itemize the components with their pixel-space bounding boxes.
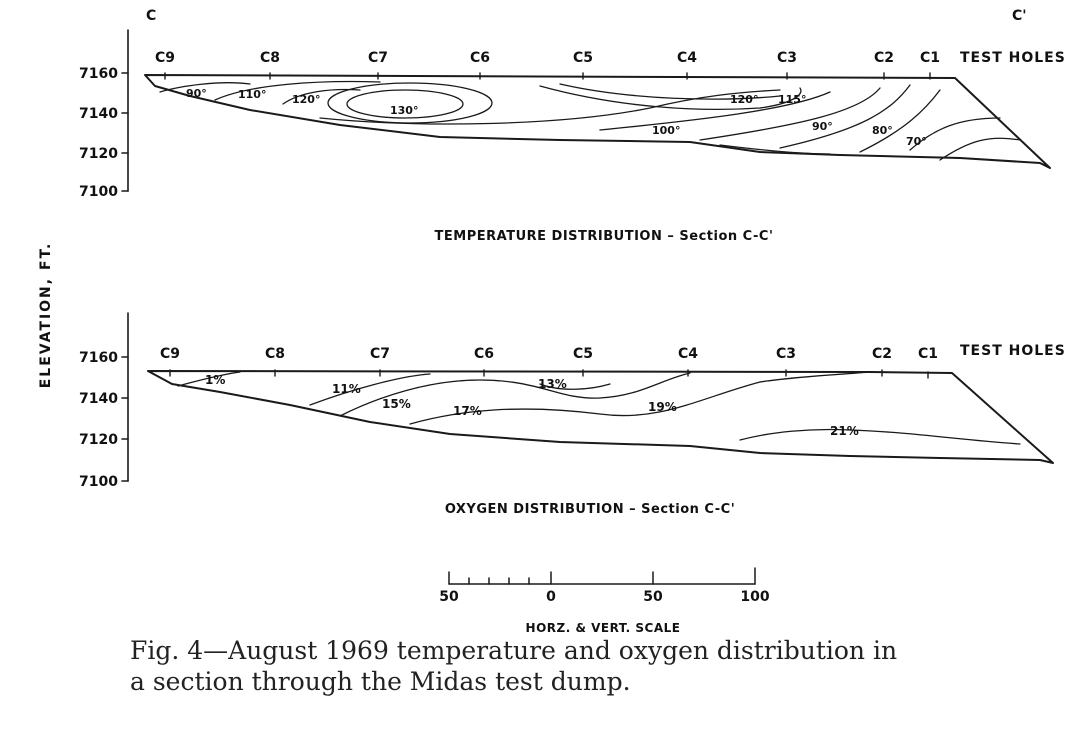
oxygen-panel: 7160 7140 7120 7100 C9 C8 C7 C6 C5 C4 C3… (79, 312, 1066, 517)
oxygen-section-title: OXYGEN DISTRIBUTION – Section C-C' (445, 502, 735, 517)
oxygen-test-holes-label: TEST HOLES (960, 343, 1066, 359)
temperature-contour-label: 90° (812, 120, 833, 133)
caption-line-2: a section through the Midas test dump. (130, 667, 631, 696)
section-end-right: C' (1012, 8, 1027, 24)
oxygen-contour-label: 19% (648, 400, 677, 414)
scale-tick-label: 100 (740, 589, 769, 605)
temperature-hole-c4: C4 (677, 50, 697, 66)
oxygen-hole-c2: C2 (872, 346, 892, 362)
oxygen-hole-c3: C3 (776, 346, 796, 362)
temperature-hole-c9: C9 (155, 50, 175, 66)
scale-label: HORZ. & VERT. SCALE (526, 621, 681, 635)
scale-bar: 50 0 50 100 HORZ. & VERT. SCALE (439, 567, 770, 635)
y-axis-label: ELEVATION, FT. (38, 242, 54, 389)
oxygen-hole-c1: C1 (918, 346, 938, 362)
temperature-contour-label: 70° (906, 135, 927, 148)
oxygen-y-tick-7160: 7160 (79, 350, 118, 366)
oxygen-hole-c6: C6 (474, 346, 494, 362)
temperature-hole-c7: C7 (368, 50, 388, 66)
scale-tick-label: 50 (643, 589, 663, 605)
temperature-hole-c5: C5 (573, 50, 593, 66)
oxygen-contour-label: 15% (382, 397, 411, 411)
temperature-contour-label: 130° (390, 104, 418, 117)
temperature-hole-c1: C1 (920, 50, 940, 66)
oxygen-hole-c7: C7 (370, 346, 390, 362)
temperature-y-tick-7100: 7100 (79, 184, 118, 200)
temperature-contour-label: 90° (186, 87, 207, 100)
temperature-dump-outline (144, 74, 1051, 169)
oxygen-hole-c9: C9 (160, 346, 180, 362)
oxygen-y-tick-7100: 7100 (79, 474, 118, 490)
oxygen-hole-c4: C4 (678, 346, 698, 362)
temperature-contour-label: 120° (730, 93, 758, 106)
temperature-contour-label: 115° (778, 93, 806, 106)
oxygen-dump-outline (147, 370, 1054, 464)
oxygen-contour-label: 11% (332, 382, 361, 396)
oxygen-hole-c8: C8 (265, 346, 285, 362)
oxygen-contour-label: 1% (205, 373, 225, 387)
temperature-y-tick-7140: 7140 (79, 106, 118, 122)
scale-tick-label: 0 (546, 589, 556, 605)
oxygen-contour-label: 13% (538, 377, 567, 391)
caption-line-1: Fig. 4—August 1969 temperature and oxyge… (130, 636, 898, 665)
temperature-hole-c8: C8 (260, 50, 280, 66)
section-end-left: C (146, 8, 156, 24)
scale-tick-label: 50 (439, 589, 459, 605)
temperature-y-tick-7160: 7160 (79, 66, 118, 82)
temperature-contour-label: 120° (292, 93, 320, 106)
temperature-contour-label: 110° (238, 88, 266, 101)
temperature-contour-label: 80° (872, 124, 893, 137)
oxygen-y-tick-7120: 7120 (79, 432, 118, 448)
temperature-hole-c3: C3 (777, 50, 797, 66)
figure-caption: Fig. 4—August 1969 temperature and oxyge… (130, 635, 1030, 697)
temperature-panel: 7160 7140 7120 7100 C9 C8 C7 C6 C5 C4 C3… (79, 29, 1066, 244)
oxygen-contour-label: 21% (830, 424, 859, 438)
temperature-hole-c2: C2 (874, 50, 894, 66)
temperature-contour-label: 100° (652, 124, 680, 137)
temperature-test-holes-label: TEST HOLES (960, 50, 1066, 66)
oxygen-hole-c5: C5 (573, 346, 593, 362)
temperature-hole-c6: C6 (470, 50, 490, 66)
temperature-section-title: TEMPERATURE DISTRIBUTION – Section C-C' (435, 229, 774, 244)
oxygen-contour-label: 17% (453, 404, 482, 418)
oxygen-y-tick-7140: 7140 (79, 391, 118, 407)
temperature-y-tick-7120: 7120 (79, 146, 118, 162)
